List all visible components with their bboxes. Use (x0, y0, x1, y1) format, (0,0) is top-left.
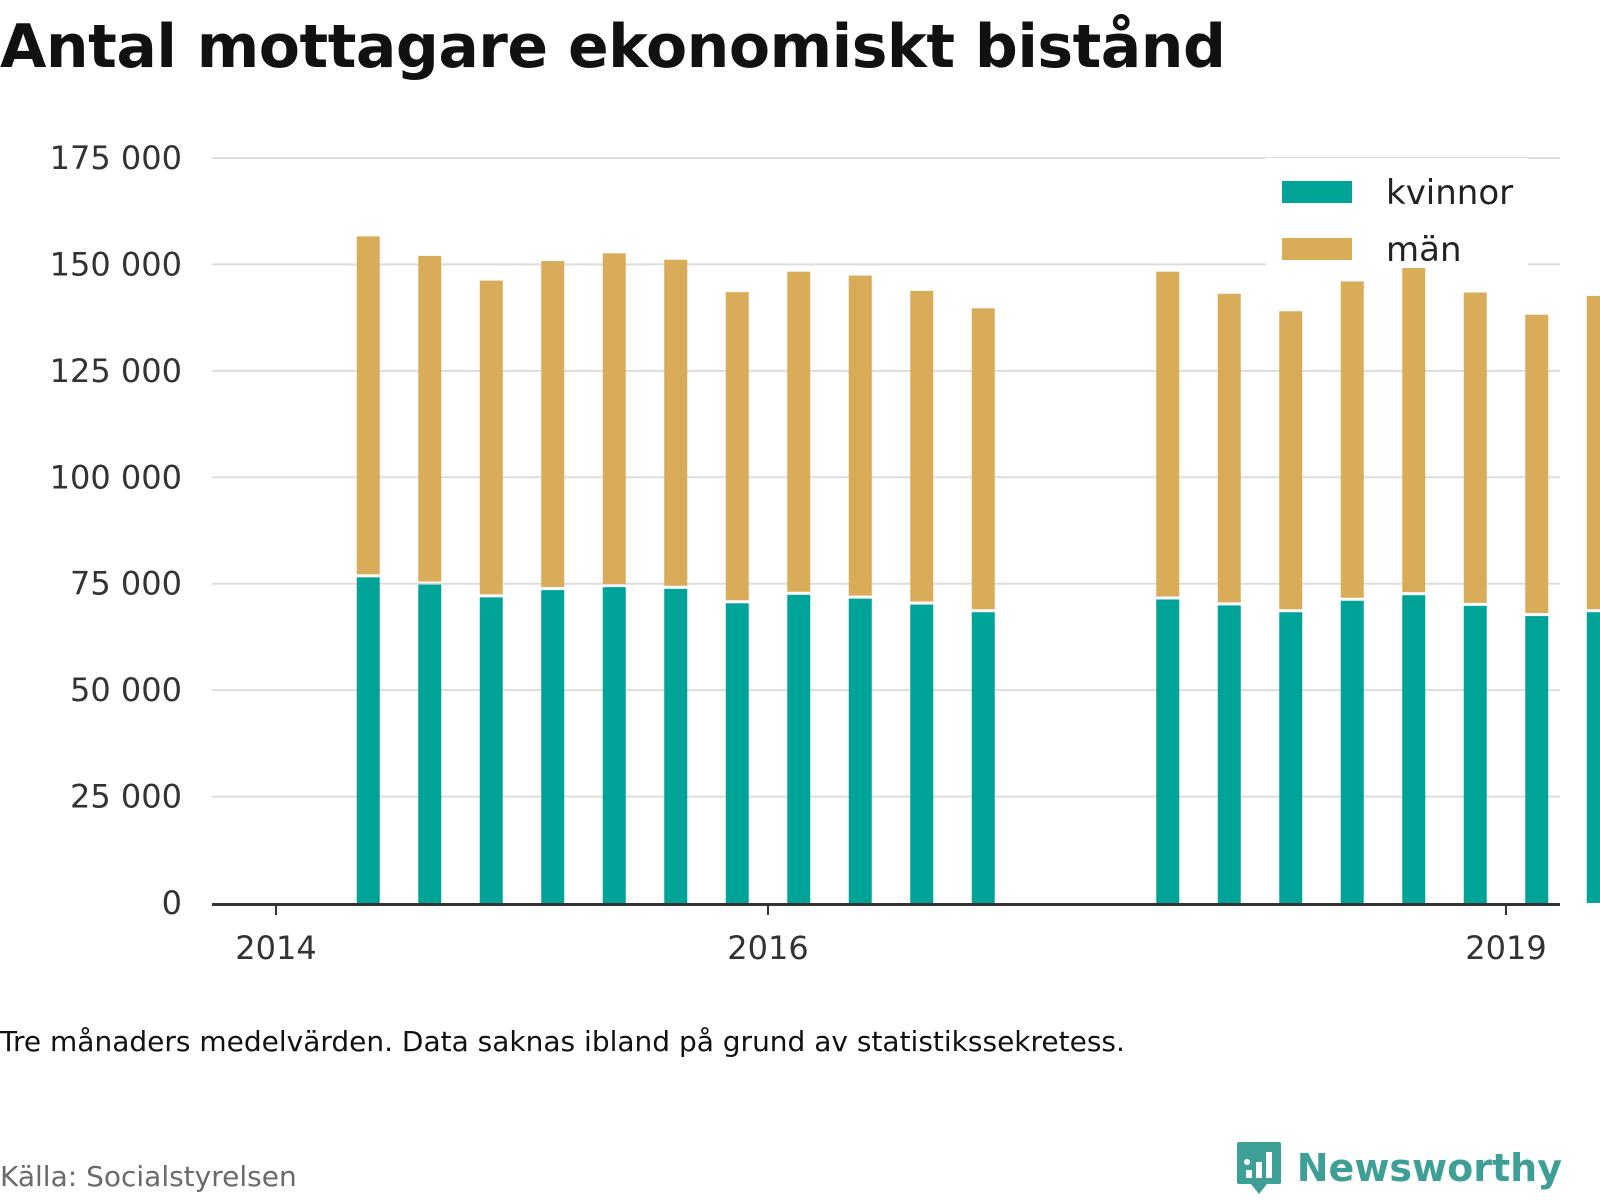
bar-man (725, 292, 749, 601)
y-tick-label: 50 000 (70, 671, 182, 709)
bar-man (971, 308, 995, 610)
legend-swatch (1282, 181, 1352, 203)
y-tick-label: 75 000 (70, 565, 182, 603)
bar-man (1156, 271, 1180, 597)
x-tick-label: 2016 (727, 929, 808, 967)
y-axis-tick-labels: 0 25 000 50 000 75 000 100 000 125 000 150 000… (50, 139, 182, 922)
source-text: Källa: Socialstyrelsen (0, 1160, 297, 1193)
bar-man (787, 271, 811, 592)
x-tick-label: 2019 (1465, 929, 1546, 967)
y-tick-label: 100 000 (50, 458, 182, 496)
bar-man (541, 261, 565, 588)
bar-kvinnor (1156, 599, 1180, 903)
bar-kvinnor (1463, 605, 1487, 903)
bar-chart-logo-icon (1236, 1142, 1281, 1194)
bar-kvinnor (541, 590, 565, 903)
bar-man (356, 236, 380, 575)
bar-kvinnor (1217, 605, 1241, 903)
bar-man (1463, 292, 1487, 603)
chart-title: Antal mottagare ekonomiskt bistånd (0, 12, 1226, 82)
bar-kvinnor (787, 594, 811, 903)
y-tick-label: 150 000 (50, 245, 182, 283)
bar-kvinnor (910, 604, 934, 903)
bar-kvinnor (356, 577, 380, 903)
bar-man (664, 259, 688, 586)
bar-kvinnor (602, 587, 626, 903)
bar-man (479, 280, 503, 595)
bar-kvinnor (1402, 595, 1426, 903)
bar-kvinnor (725, 603, 749, 903)
legend-label: kvinnor (1386, 173, 1513, 213)
bar-man (1402, 266, 1426, 593)
y-tick-label: 0 (162, 884, 182, 922)
legend-swatch (1282, 238, 1352, 260)
y-tick-label: 125 000 (50, 352, 182, 390)
y-tick-label: 175 000 (50, 139, 182, 177)
bar-man (1525, 314, 1549, 614)
bar-man (910, 290, 934, 602)
bar-man (1340, 281, 1364, 598)
bar-kvinnor (664, 588, 688, 903)
bar-kvinnor (971, 612, 995, 903)
bar-kvinnor (418, 584, 442, 903)
bar-man (1279, 311, 1303, 610)
bars (356, 236, 1600, 903)
bar-kvinnor (848, 598, 872, 903)
legend: kvinnor män (1266, 158, 1528, 270)
bar-man (1217, 293, 1241, 603)
bar-kvinnor (1525, 616, 1549, 903)
bar-kvinnor (1340, 600, 1364, 903)
brand-name: Newsworthy (1296, 1146, 1562, 1190)
bar-man (848, 275, 872, 596)
chart-note: Tre månaders medelvärden. Data saknas ib… (0, 1025, 1125, 1058)
bar-man (1586, 295, 1600, 610)
x-axis: 20142016201920212023 (212, 903, 1560, 967)
bar-kvinnor (1279, 612, 1303, 903)
x-tick-label: 2014 (235, 929, 316, 967)
brand-logo[interactable]: Newsworthy (1235, 1140, 1562, 1196)
bar-kvinnor (479, 597, 503, 903)
y-tick-label: 25 000 (70, 778, 182, 816)
stacked-bar-chart: 0 25 000 50 000 75 000 100 000 125 000 150 000… (50, 139, 1600, 967)
bar-kvinnor (1586, 612, 1600, 903)
bar-man (418, 255, 442, 582)
legend-label: män (1386, 230, 1462, 270)
bar-man (602, 253, 626, 585)
